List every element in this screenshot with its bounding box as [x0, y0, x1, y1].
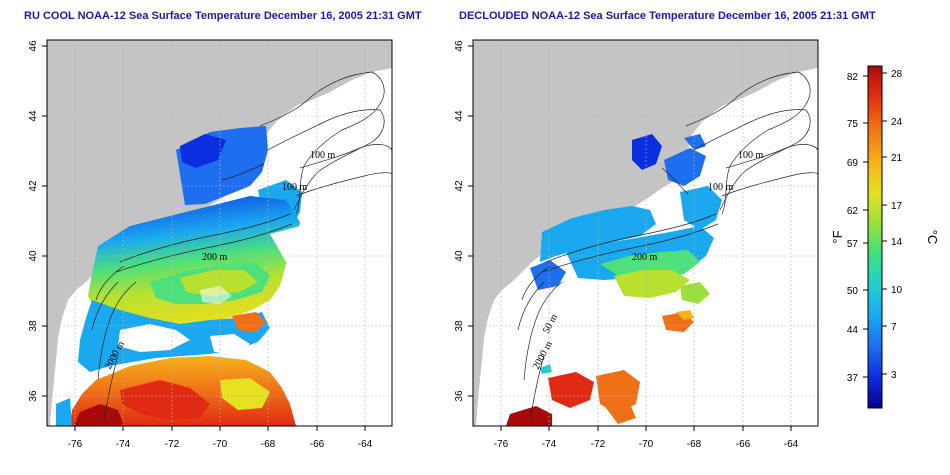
left-ytick: 38 — [28, 320, 39, 332]
right-xtick: -76 — [494, 439, 509, 450]
right-isobaths — [517, 71, 818, 421]
right-ytick: 38 — [454, 320, 465, 332]
right-xtick: -74 — [542, 439, 557, 450]
left-isobath-label-100m-b: 100 m — [282, 182, 308, 193]
colorbar-f-tick: 82 — [847, 72, 859, 83]
right-ytick: 42 — [454, 180, 465, 192]
left-isobath-label-200m: 200 m — [202, 252, 228, 263]
right-ytick: 46 — [454, 40, 465, 52]
right-xtick: -66 — [736, 439, 751, 450]
right-xtick: -70 — [639, 439, 654, 450]
colorbar-f-tick: 57 — [847, 239, 859, 250]
colorbar-celsius-unit: °C — [925, 230, 940, 245]
left-xtick: -66 — [310, 439, 325, 450]
left-ytick: 42 — [28, 180, 39, 192]
left-map: 100 m 100 m 200 m 2000 m -76 -74 -72 -70… — [28, 39, 393, 450]
colorbar-f-tick: 62 — [847, 206, 859, 217]
left-xtick: -72 — [165, 439, 180, 450]
right-isobath-label-2000m: 2000 m — [531, 339, 555, 371]
colorbar-f-tick: 75 — [847, 119, 859, 130]
left-panel-title: RU COOL NOAA-12 Sea Surface Temperature … — [24, 10, 422, 22]
left-ytick: 46 — [28, 40, 39, 52]
right-map: 100 m 100 m 200 m 50 m 2000 m -76 -74 -7… — [454, 39, 819, 450]
right-isobath-label-50m: 50 m — [541, 312, 560, 335]
left-land — [47, 40, 392, 426]
right-isobath-label-200m: 200 m — [632, 252, 658, 263]
colorbar-c-tick: 28 — [891, 69, 903, 80]
left-xtick: -64 — [358, 439, 373, 450]
left-xtick: -68 — [261, 439, 276, 450]
left-isobath-label-100m-a: 100 m — [310, 150, 336, 161]
right-isobath-label-100m-a: 100 m — [738, 150, 764, 161]
right-land — [473, 40, 818, 426]
left-ytick: 40 — [28, 250, 39, 262]
colorbar: 82 75 69 62 57 50 44 37 28 24 21 17 14 1… — [830, 65, 940, 409]
left-ytick: 36 — [28, 390, 39, 402]
colorbar-ramp — [867, 65, 883, 409]
left-sst-field — [56, 126, 320, 426]
right-panel-title: DECLOUDED NOAA-12 Sea Surface Temperatur… — [459, 10, 876, 22]
right-ytick: 44 — [454, 110, 465, 122]
right-ytick: 36 — [454, 390, 465, 402]
colorbar-c-tick: 21 — [891, 153, 903, 164]
left-xtick: -70 — [213, 439, 228, 450]
left-xtick: -74 — [116, 439, 131, 450]
colorbar-f-tick: 69 — [847, 158, 859, 169]
colorbar-f-tick: 37 — [847, 373, 859, 384]
right-isobath-label-100m-b: 100 m — [708, 182, 734, 193]
colorbar-f-tick: 44 — [847, 325, 859, 336]
right-xtick: -68 — [687, 439, 702, 450]
colorbar-c-tick: 14 — [891, 237, 903, 248]
left-ytick: 44 — [28, 110, 39, 122]
left-graticule — [47, 40, 392, 426]
colorbar-c-tick: 17 — [891, 201, 903, 212]
colorbar-fahrenheit-unit: °F — [830, 230, 845, 243]
colorbar-f-tick: 50 — [847, 286, 859, 297]
colorbar-c-tick: 24 — [891, 117, 903, 128]
right-xtick: -64 — [784, 439, 799, 450]
colorbar-c-tick: 10 — [891, 285, 903, 296]
colorbar-c-tick: 7 — [891, 322, 897, 333]
right-xtick: -72 — [591, 439, 606, 450]
right-ytick: 40 — [454, 250, 465, 262]
right-graticule — [473, 40, 818, 426]
left-isobaths — [91, 71, 392, 421]
colorbar-c-tick: 3 — [891, 370, 897, 381]
left-xtick: -76 — [68, 439, 83, 450]
